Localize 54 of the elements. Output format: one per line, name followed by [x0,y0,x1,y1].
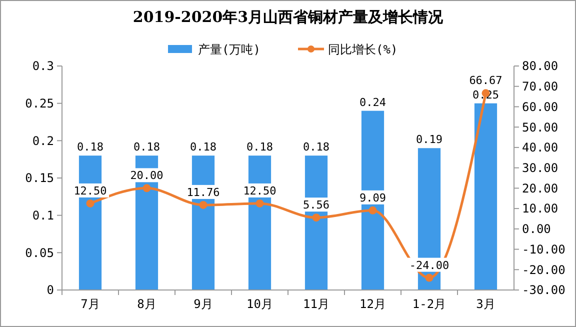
y2-tick-label: 40.00 [522,140,558,155]
chart-title: 2019-2020年3月山西省铜材产量及增长情况 [132,8,444,26]
x-tick-label: 12月 [360,297,386,311]
y2-tick-label: 70.00 [522,80,558,94]
bar [361,110,384,290]
y-tick-label: 0.15 [25,171,54,186]
bar [474,103,498,290]
data-label: 0.18 [190,140,216,154]
y2-tick-label: 30.00 [522,161,558,176]
point [199,200,208,209]
y2-tick-label: 80.00 [522,59,558,74]
y-tick-label: 0.25 [25,96,54,111]
y-tick-label: 0.05 [25,246,54,260]
y2-tick-label: -10.00 [522,242,566,256]
x-tick-label: 11月 [303,297,330,311]
y2-tick-label: -30.00 [522,283,566,298]
data-label: 0.18 [134,140,160,154]
point [425,274,434,282]
legend-label: 同比增长(%) [328,42,398,57]
y-tick-label: 0.2 [32,134,54,148]
y2-tick-label: -20.00 [522,262,566,277]
data-label: 11.76 [186,186,220,199]
data-label: 0.24 [360,96,386,109]
data-label: 20.00 [130,169,164,182]
y2-tick-label: 50.00 [522,120,558,134]
y2-tick-label: 60.00 [522,100,558,114]
y-tick-label: 0.1 [32,208,54,223]
y2-tick-label: 10.00 [522,202,558,216]
y2-tick-label: 0.00 [522,222,551,236]
data-label: 0.18 [246,140,273,154]
data-label: 9.09 [360,191,386,204]
point [86,199,94,208]
data-label: 0.18 [77,140,104,154]
point [368,206,377,214]
data-label: -24.00 [409,258,450,272]
data-label: 12.50 [243,184,276,198]
x-tick-label: 7月 [80,297,100,311]
legend-label: 产量(万吨) [198,42,260,57]
x-tick-label: 1-2月 [412,297,446,311]
data-label: 0.18 [303,140,330,154]
y2-tick-label: 20.00 [522,181,558,196]
x-tick-label: 10月 [246,297,273,311]
data-label: 0.19 [416,133,442,146]
x-tick-label: 9月 [194,297,213,311]
x-tick-label: 3月 [476,297,496,311]
point [256,199,264,208]
point [142,184,151,192]
point [312,214,320,222]
y-tick-label: 0.3 [32,59,54,74]
data-label: 12.50 [74,184,107,198]
x-tick-label: 8月 [137,297,156,311]
data-label: 66.67 [469,74,502,88]
y-tick-label: 0 [46,283,54,298]
data-label: 5.56 [303,198,330,212]
